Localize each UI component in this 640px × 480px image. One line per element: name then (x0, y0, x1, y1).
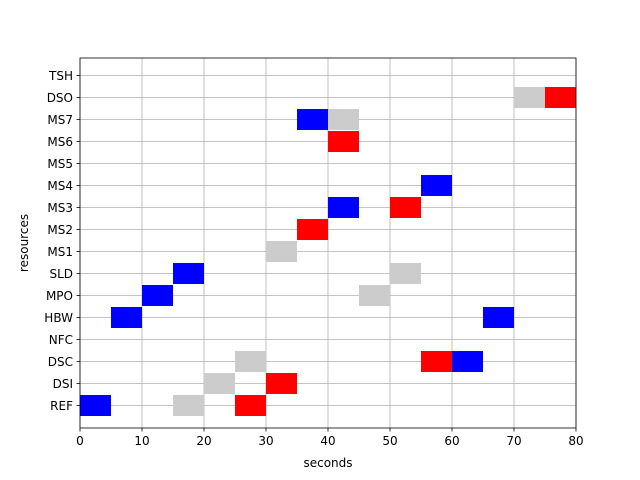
y-tick-label-hbw: HBW (44, 311, 73, 325)
task-bar-sld-50 (390, 263, 421, 284)
task-bar-dso-75 (545, 87, 576, 108)
x-tick-label: 70 (506, 434, 521, 448)
task-bar-ms7-35 (297, 109, 328, 130)
task-bar-dsc-55 (421, 351, 452, 372)
x-tick-label: 80 (568, 434, 583, 448)
task-bar-mpo-45 (359, 285, 390, 306)
task-bar-dsc-60 (452, 351, 483, 372)
task-bar-ms4-55 (421, 175, 452, 196)
y-tick-label-ms1: MS1 (47, 245, 73, 259)
y-axis-label: resources (17, 214, 31, 272)
task-bar-ms6-40 (328, 131, 359, 152)
x-tick-label: 30 (258, 434, 273, 448)
x-tick-label: 50 (382, 434, 397, 448)
task-bar-mpo-10 (142, 285, 173, 306)
task-bar-ref-0 (80, 395, 111, 416)
y-tick-label-ms6: MS6 (47, 135, 73, 149)
task-bar-dsi-30 (266, 373, 297, 394)
task-bar-dsi-20 (204, 373, 235, 394)
task-bar-dsc-25 (235, 351, 266, 372)
y-tick-label-dsi: DSI (53, 377, 73, 391)
x-tick-label: 20 (196, 434, 211, 448)
y-tick-label-mpo: MPO (46, 289, 73, 303)
task-bars (80, 87, 576, 416)
y-tick-label-tsh: TSH (48, 69, 73, 83)
y-tick-label-ms3: MS3 (47, 201, 73, 215)
task-bar-ms2-35 (297, 219, 328, 240)
task-bar-sld-15 (173, 263, 204, 284)
task-bar-dso-70 (514, 87, 545, 108)
task-bar-ms3-50 (390, 197, 421, 218)
y-tick-label-nfc: NFC (49, 333, 73, 347)
task-bar-ms7-40 (328, 109, 359, 130)
task-bar-hbw-5 (111, 307, 142, 328)
y-tick-label-ms7: MS7 (47, 113, 73, 127)
y-tick-label-dsc: DSC (48, 355, 73, 369)
x-tick-label: 60 (444, 434, 459, 448)
y-tick-label-sld: SLD (49, 267, 73, 281)
x-tick-label: 10 (134, 434, 149, 448)
x-tick-label: 0 (76, 434, 84, 448)
y-tick-label-ref: REF (50, 399, 73, 413)
task-bar-ms3-40 (328, 197, 359, 218)
task-bar-ref-25 (235, 395, 266, 416)
axis-ticks: 0 10 20 30 40 50 60 70 80 REF DSI DSC NFC HBW MPO SLD MS… (44, 69, 583, 448)
y-tick-label-ms5: MS5 (47, 157, 73, 171)
task-bar-ms1-30 (266, 241, 297, 262)
y-tick-label-ms4: MS4 (47, 179, 73, 193)
task-bar-ref-15 (173, 395, 204, 416)
task-bar-hbw-65 (483, 307, 514, 328)
x-tick-label: 40 (320, 434, 335, 448)
y-tick-label-ms2: MS2 (47, 223, 73, 237)
y-tick-label-dso: DSO (47, 91, 73, 105)
x-axis-label: seconds (303, 456, 352, 470)
